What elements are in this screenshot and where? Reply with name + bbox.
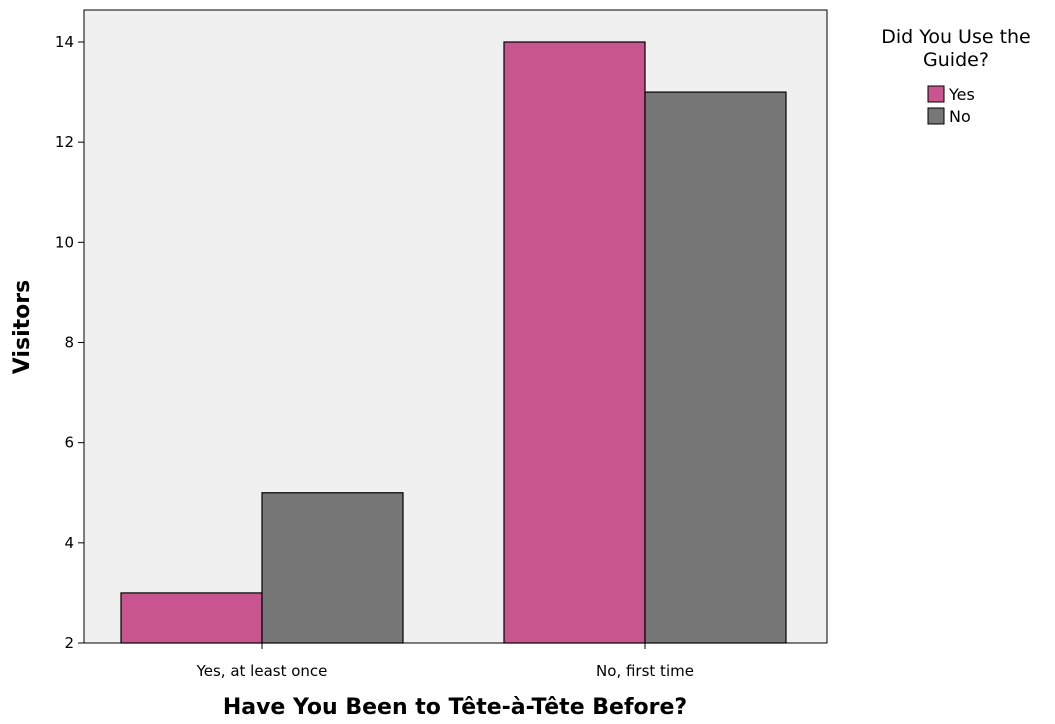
x-axis: Yes, at least once No, first time	[196, 643, 694, 680]
legend: Did You Use the Guide? Yes No	[881, 26, 1031, 126]
legend-title-line-2: Guide?	[923, 49, 989, 71]
y-tick-label-12: 12	[55, 133, 74, 151]
legend-label-yes: Yes	[948, 85, 975, 104]
legend-swatch-no	[927, 107, 945, 125]
bar-no-first-time-no	[644, 91, 787, 644]
y-tick-label-6: 6	[64, 434, 74, 452]
x-tick-label-0: Yes, at least once	[196, 662, 328, 680]
legend-swatch-yes	[927, 85, 945, 103]
bar-yes-at-least-once-yes	[120, 592, 263, 644]
y-tick-label-2: 2	[64, 634, 74, 652]
bars-group	[120, 41, 787, 644]
bar-yes-at-least-once-no	[261, 492, 404, 644]
y-tick-label-8: 8	[64, 334, 74, 352]
x-axis-title: Have You Been to Tête-à-Tête Before?	[223, 695, 687, 720]
bar-no-first-time-yes	[503, 41, 646, 644]
legend-title-line-1: Did You Use the	[881, 26, 1031, 48]
x-tick-label-1: No, first time	[596, 662, 694, 680]
legend-label-no: No	[949, 107, 971, 126]
y-axis-title: Visitors	[10, 280, 35, 374]
y-tick-label-4: 4	[64, 534, 74, 552]
y-tick-label-10: 10	[55, 233, 74, 251]
y-tick-label-14: 14	[55, 33, 74, 51]
y-axis: 2 4 6 8 10 12 14	[55, 33, 84, 652]
